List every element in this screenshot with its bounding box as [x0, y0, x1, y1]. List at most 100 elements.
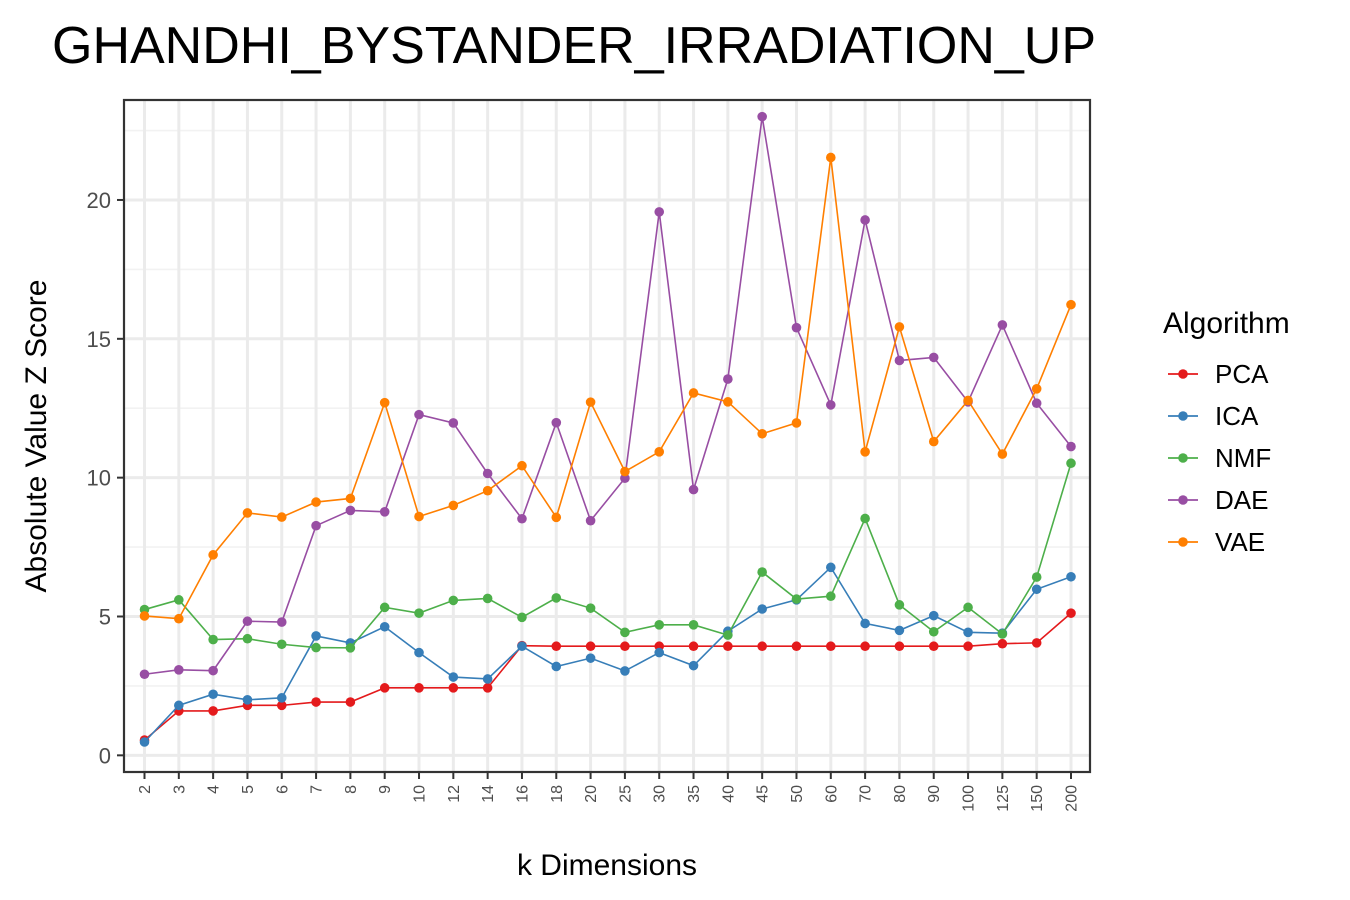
data-point-nmf [894, 600, 905, 610]
x-tick-label: 35 [686, 785, 703, 803]
data-point-ica [585, 653, 596, 663]
data-point-nmf [448, 595, 459, 606]
data-point-pca [448, 683, 459, 693]
data-point-dae [585, 515, 596, 526]
data-point-vae [894, 322, 905, 332]
data-point-nmf [997, 629, 1008, 639]
data-point-nmf [345, 643, 356, 653]
x-tick-label: 3 [171, 785, 188, 794]
data-point-dae [723, 374, 733, 384]
data-point-vae [379, 397, 390, 408]
x-tick-label: 10 [412, 785, 429, 803]
x-tick-label: 80 [892, 785, 909, 803]
data-point-dae [345, 505, 356, 516]
data-point-ica [757, 604, 767, 614]
data-point-nmf [517, 612, 527, 623]
data-point-nmf [963, 602, 973, 613]
legend: Algorithm PCA ICA NMF DAE VAE [1163, 307, 1290, 557]
data-point-pca [276, 700, 287, 711]
legend-item-pca: PCA [1168, 359, 1269, 389]
data-point-pca [551, 641, 562, 652]
data-point-pca [791, 641, 802, 652]
data-point-vae [928, 436, 939, 447]
legend-label: ICA [1215, 401, 1259, 431]
data-point-vae [757, 428, 767, 439]
data-point-dae [894, 355, 905, 366]
series-vae [139, 152, 1076, 624]
data-point-dae [551, 417, 562, 428]
data-point-vae [860, 447, 870, 457]
data-point-vae [1031, 383, 1042, 394]
data-point-vae [208, 550, 218, 560]
y-tick-label: 5 [99, 604, 111, 629]
data-point-nmf [620, 627, 630, 638]
data-point-nmf [860, 513, 870, 524]
y-tick-label: 0 [99, 743, 111, 768]
data-point-ica [208, 689, 218, 700]
x-tick-label: 12 [446, 785, 463, 803]
data-point-ica [139, 737, 150, 747]
data-point-dae [174, 665, 184, 675]
x-tick-label: 100 [961, 785, 978, 812]
x-axis-title: k Dimensions [517, 849, 697, 882]
data-point-vae [517, 460, 527, 471]
legend-label: DAE [1215, 485, 1268, 515]
series-line-pca [143, 612, 1072, 741]
data-point-dae [757, 111, 767, 122]
data-point-nmf [174, 595, 184, 605]
data-point-nmf [208, 634, 218, 645]
data-point-pca [482, 683, 493, 693]
data-point-vae [482, 485, 493, 496]
data-point-vae [963, 395, 973, 406]
data-point-nmf [242, 633, 253, 644]
series-line-nmf [144, 462, 1072, 649]
x-tick-label: 25 [617, 785, 634, 803]
series-dae [139, 111, 1076, 680]
data-point-vae [174, 613, 184, 624]
data-point-pca [345, 697, 356, 707]
data-point-vae [620, 466, 630, 477]
data-point-ica [311, 631, 321, 641]
data-point-nmf [414, 608, 424, 618]
data-point-nmf [379, 602, 390, 613]
data-point-dae [1066, 441, 1076, 452]
data-point-vae [311, 497, 321, 507]
data-point-ica [242, 695, 253, 705]
data-point-ica [688, 660, 699, 671]
data-point-ica [379, 621, 390, 632]
data-point-ica [620, 666, 630, 676]
data-point-dae [276, 617, 287, 627]
x-tick-label: 70 [858, 785, 875, 803]
data-point-pca [585, 641, 596, 652]
data-point-pca [963, 641, 973, 652]
plot-frame [122, 98, 1092, 774]
data-point-ica [654, 647, 665, 658]
legend-label: PCA [1215, 359, 1269, 389]
data-point-vae [551, 512, 562, 523]
data-point-nmf [1031, 572, 1042, 582]
data-point-dae [448, 418, 459, 428]
data-point-nmf [276, 639, 287, 650]
data-point-dae [825, 400, 836, 410]
data-point-pca [928, 641, 939, 652]
data-point-pca [825, 641, 836, 652]
data-point-nmf [654, 620, 665, 630]
y-axis-title: Absolute Value Z Score [20, 280, 53, 593]
x-tick-label: 4 [206, 785, 223, 794]
legend-item-ica: ICA [1168, 401, 1259, 431]
data-point-dae [791, 322, 802, 333]
data-point-ica [1031, 584, 1042, 595]
data-point-ica [963, 627, 973, 638]
data-point-vae [242, 508, 253, 518]
x-tick-label: 90 [926, 785, 943, 803]
data-point-nmf [688, 620, 699, 630]
x-tick-label: 30 [652, 785, 669, 803]
x-tick-label: 40 [720, 785, 737, 803]
data-point-pca [1031, 638, 1042, 648]
data-point-nmf [825, 591, 836, 602]
x-tick-label: 6 [274, 785, 291, 794]
series-pca [139, 608, 1076, 745]
data-point-dae [1031, 398, 1042, 409]
data-point-vae [723, 397, 733, 407]
